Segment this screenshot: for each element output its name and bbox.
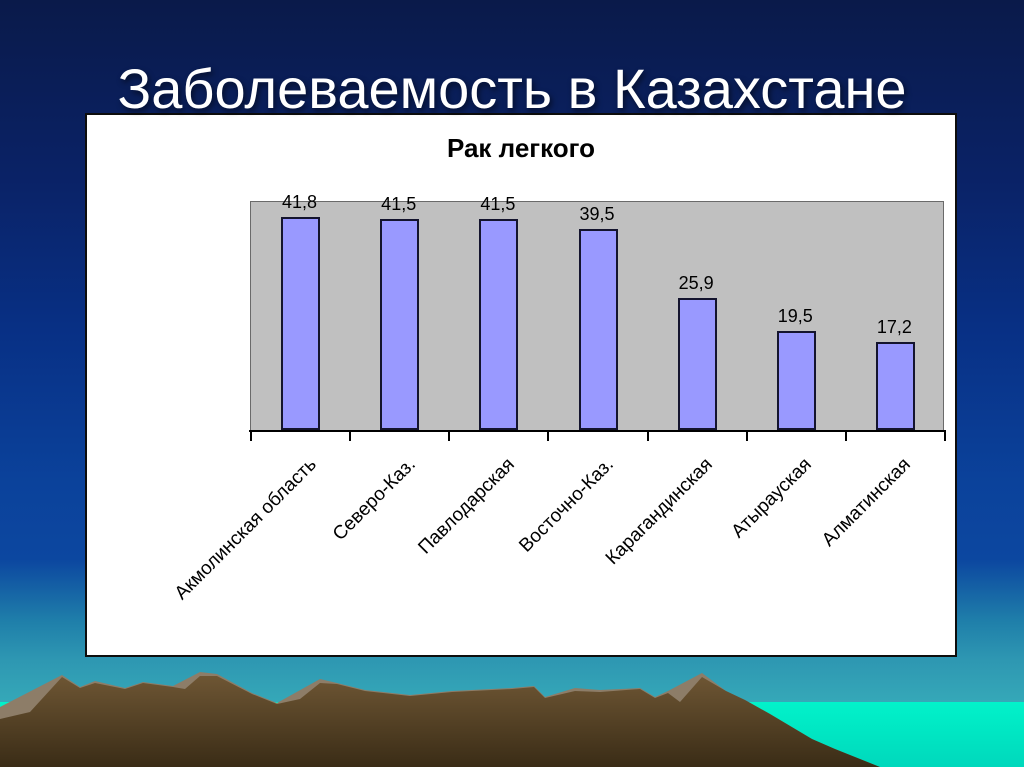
category-label: Алматинская <box>818 454 916 551</box>
chart-panel: Рак легкого 41,8 Акмолинская область 41,5 С… <box>85 113 957 657</box>
bar-value-label: 39,5 <box>579 203 615 224</box>
axis-tick <box>448 432 451 441</box>
axis-tick <box>646 432 649 441</box>
slide-title: Заболеваемость в Казахстане <box>117 57 907 120</box>
bar-value-label: 41,5 <box>480 193 516 214</box>
bar <box>578 229 618 430</box>
bar-value-label: 17,2 <box>876 317 912 338</box>
bar <box>281 217 321 430</box>
plot-area <box>250 201 944 430</box>
axis-tick <box>844 432 847 441</box>
bar <box>479 218 519 430</box>
bar <box>875 342 915 430</box>
bar <box>677 298 717 430</box>
bar <box>776 330 816 430</box>
category-label: Карагандинская <box>601 454 717 569</box>
bar-value-label: 41,5 <box>381 193 417 214</box>
category-label: Северо-Каз. <box>328 454 420 545</box>
category-label: Восточно-Каз. <box>515 454 618 557</box>
bar-value-label: 25,9 <box>678 273 714 294</box>
category-label: Павлодарская <box>414 454 519 559</box>
category-label: Акмолинская область <box>170 454 321 604</box>
axis-tick <box>250 432 252 441</box>
axis-tick <box>745 432 748 441</box>
category-label: Атырауская <box>727 454 817 543</box>
bar-value-label: 41,8 <box>282 192 318 213</box>
chart-title: Рак легкого <box>446 133 596 163</box>
mountains-icon <box>0 672 880 767</box>
axis-tick <box>349 432 352 441</box>
x-axis <box>249 430 946 432</box>
bar <box>380 218 420 430</box>
axis-tick <box>547 432 550 441</box>
axis-tick <box>944 432 946 441</box>
bar-value-label: 19,5 <box>777 305 813 326</box>
